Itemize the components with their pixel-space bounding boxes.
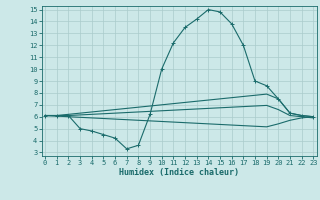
X-axis label: Humidex (Indice chaleur): Humidex (Indice chaleur)	[119, 168, 239, 177]
